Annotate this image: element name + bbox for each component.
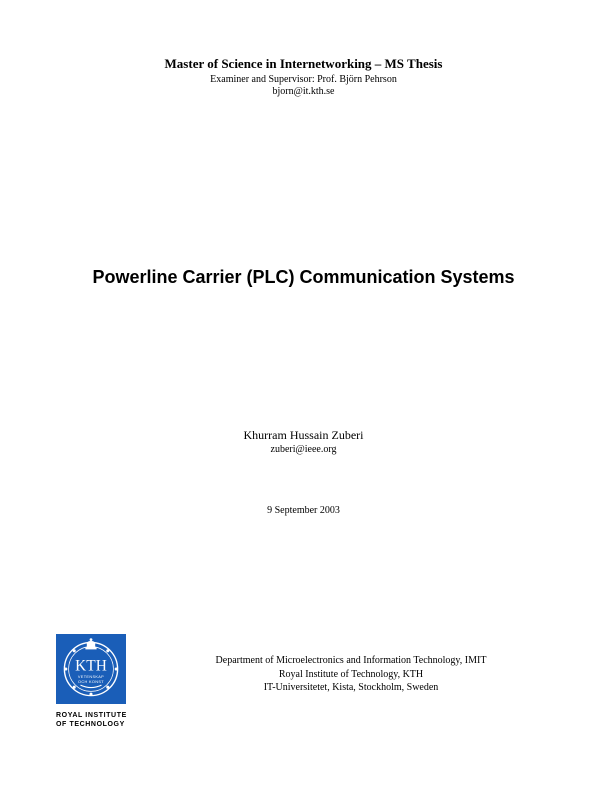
dept-line-2: Royal Institute of Technology, KTH — [151, 668, 551, 682]
kth-logo-svg: KTH VETENSKAP OCH KONST — [56, 634, 126, 704]
author-email: zuberi@ieee.org — [56, 444, 551, 455]
logo-column: KTH VETENSKAP OCH KONST ROYAL INSTITUTE … — [56, 634, 151, 729]
author-name: Khurram Hussain Zuberi — [56, 428, 551, 443]
date-block: 9 September 2003 — [56, 505, 551, 516]
department-column: Department of Microelectronics and Infor… — [151, 634, 551, 695]
logo-caption: ROYAL INSTITUTE OF TECHNOLOGY — [56, 712, 151, 729]
logo-caption-line2: OF TECHNOLOGY — [56, 721, 151, 729]
program-line: Master of Science in Internetworking – M… — [56, 56, 551, 72]
author-block: Khurram Hussain Zuberi zuberi@ieee.org — [56, 428, 551, 455]
logo-text-kth: KTH — [75, 658, 107, 675]
logo-text-sub1: VETENSKAP — [78, 675, 104, 679]
title-block: Powerline Carrier (PLC) Communication Sy… — [56, 267, 551, 288]
page: Master of Science in Internetworking – M… — [0, 0, 607, 789]
header-block: Master of Science in Internetworking – M… — [56, 56, 551, 97]
document-title: Powerline Carrier (PLC) Communication Sy… — [56, 267, 551, 288]
footer-block: KTH VETENSKAP OCH KONST ROYAL INSTITUTE … — [56, 634, 551, 729]
examiner-email: bjorn@it.kth.se — [56, 86, 551, 97]
logo-text-sub2: OCH KONST — [78, 680, 104, 684]
kth-logo: KTH VETENSKAP OCH KONST — [56, 634, 126, 704]
dept-line-3: IT-Universitetet, Kista, Stockholm, Swed… — [151, 681, 551, 695]
dept-line-1: Department of Microelectronics and Infor… — [151, 654, 551, 668]
examiner-line: Examiner and Supervisor: Prof. Björn Peh… — [56, 74, 551, 85]
logo-caption-line1: ROYAL INSTITUTE — [56, 712, 151, 720]
date: 9 September 2003 — [56, 505, 551, 516]
